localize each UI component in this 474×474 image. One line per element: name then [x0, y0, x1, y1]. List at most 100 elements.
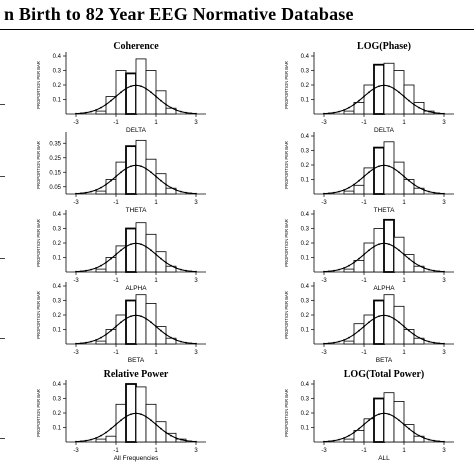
histogram-bar [155, 326, 167, 345]
curve-marker [180, 340, 182, 343]
histogram-panel-4: PROPORTION PER BAR 0.1 0.2 0.3 0.4 -3 -1 1 3 THET… [284, 132, 454, 214]
x-tick-label: -1 [361, 448, 367, 454]
histogram-panel-8: PROPORTION PER BAR 0.1 0.2 0.3 0.4 -3 -1 1 3 BETA [284, 282, 454, 364]
histogram-bar [383, 392, 395, 443]
curve-marker [393, 317, 395, 320]
y-tick-label: 0.4 [301, 284, 310, 290]
curve-marker [398, 249, 400, 252]
curve-marker [195, 270, 197, 273]
histogram-bar [135, 139, 147, 195]
curve-marker [155, 423, 157, 426]
curve-marker [388, 165, 390, 168]
curve-marker [145, 87, 147, 90]
x-tick-label: 1 [402, 278, 406, 284]
histogram-bar [105, 96, 117, 115]
curve-marker [130, 243, 132, 246]
curve-marker [408, 99, 410, 102]
y-axis-label: PROPORTION PER BAR [36, 291, 41, 339]
histogram-bar [383, 294, 395, 345]
y-tick-label: 0.2 [301, 411, 310, 417]
curve-marker [338, 438, 340, 441]
x-tick-label: -1 [361, 350, 367, 356]
curve-marker [388, 413, 390, 416]
curve-marker [373, 415, 375, 418]
curve-marker [140, 413, 142, 416]
curve-marker [333, 341, 335, 344]
curve-marker [358, 257, 360, 260]
x-axis-label: BETA [128, 357, 145, 364]
panel-title: Relative Power [104, 369, 169, 380]
curve-marker [403, 325, 405, 328]
curve-marker [135, 242, 137, 245]
x-tick-label: 1 [402, 350, 406, 356]
x-tick-label: 3 [442, 448, 446, 454]
histogram-bar [105, 329, 117, 345]
curve-marker [140, 165, 142, 168]
curve-marker [90, 190, 92, 193]
x-tick-label: 1 [402, 120, 406, 126]
curve-marker [195, 342, 197, 345]
histogram-bar [135, 222, 147, 273]
histogram-panel-3: PROPORTION PER BAR 0.05 0.15 0.25 0.35 -3 -1 1 3… [36, 132, 206, 214]
curve-marker [393, 245, 395, 248]
curve-marker [433, 111, 435, 114]
curve-marker [383, 242, 385, 245]
curve-marker [368, 171, 370, 174]
curve-marker [413, 183, 415, 186]
curve-marker [333, 191, 335, 194]
curve-marker [333, 439, 335, 442]
title-rule [0, 29, 474, 30]
curve-marker [120, 249, 122, 252]
curve-marker [115, 253, 117, 256]
y-tick-label: 0.3 [53, 69, 62, 75]
curve-marker [95, 437, 97, 439]
curve-marker [433, 191, 435, 194]
curve-marker [145, 415, 147, 418]
curve-marker [115, 175, 117, 178]
curve-marker [408, 427, 410, 430]
curve-marker [175, 339, 177, 341]
curve-marker [120, 419, 122, 422]
curve-marker [85, 439, 87, 442]
curve-marker [323, 112, 325, 115]
curve-marker [145, 317, 147, 320]
curve-marker [190, 270, 192, 273]
curve-marker [383, 84, 385, 87]
y-tick-label: 0.3 [301, 227, 310, 233]
y-tick-label: 0.15 [49, 170, 61, 176]
curve-marker [135, 412, 137, 415]
x-axis-label: DELTA [374, 127, 395, 134]
x-axis-label: All Frequencies [114, 455, 160, 462]
x-tick-label: 3 [194, 350, 198, 356]
curve-marker [353, 261, 355, 264]
curve-marker [358, 179, 360, 182]
x-tick-label: -3 [321, 448, 327, 454]
curve-marker [110, 329, 112, 332]
histogram-bar [353, 184, 365, 195]
curve-marker [378, 243, 380, 246]
histogram-panel-7: PROPORTION PER BAR 0.1 0.2 0.3 0.4 -3 -1 1 3 BETA [36, 282, 206, 364]
y-axis-label: PROPORTION PER BAR [284, 141, 289, 189]
curve-marker [428, 110, 430, 113]
curve-marker [358, 99, 360, 102]
curve-marker [328, 192, 330, 195]
curve-marker [398, 419, 400, 422]
curve-marker [180, 190, 182, 193]
curve-marker [343, 267, 345, 269]
curve-marker [125, 317, 127, 320]
curve-marker [433, 341, 435, 344]
x-tick-label: -1 [113, 200, 119, 206]
curve-marker [185, 111, 187, 114]
curve-marker [95, 189, 97, 191]
y-tick-label: 0.2 [301, 241, 310, 247]
y-tick-label: 0.1 [301, 178, 310, 184]
curve-marker [140, 85, 142, 88]
curve-marker [135, 314, 137, 317]
curve-marker [95, 339, 97, 341]
curve-marker [95, 109, 97, 111]
curve-marker [413, 103, 415, 106]
curve-marker [170, 186, 172, 189]
x-tick-label: 1 [154, 278, 158, 284]
curve-marker [165, 183, 167, 186]
curve-marker [120, 91, 122, 94]
